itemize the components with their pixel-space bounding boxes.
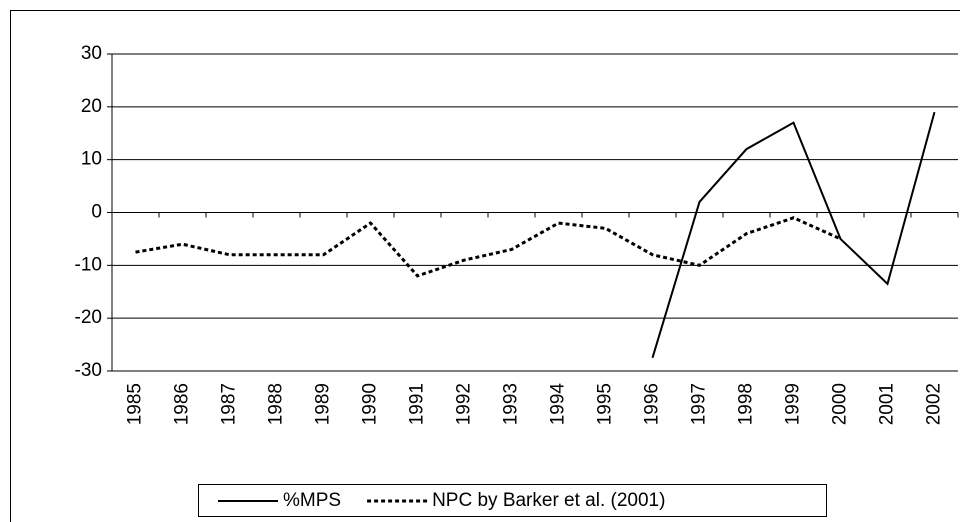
- y-tick-label: 0: [91, 202, 102, 223]
- x-tick-label: 1985: [125, 383, 146, 425]
- x-tick-label: 1996: [642, 383, 663, 425]
- x-tick-label: 1989: [313, 383, 334, 425]
- series-line: [135, 216, 842, 278]
- x-tick-label: 1992: [454, 383, 475, 425]
- y-tick-label: 10: [81, 149, 102, 170]
- x-tick-label: 1995: [595, 383, 616, 425]
- x-tick-label: 1987: [219, 383, 240, 425]
- x-tick-label: 1994: [548, 383, 569, 426]
- y-tick-label: 30: [81, 43, 102, 64]
- series-line: [651, 111, 936, 359]
- x-tick-label: 1997: [689, 383, 710, 425]
- legend-label: %MPS: [283, 490, 341, 511]
- x-tick-label: 2000: [830, 383, 851, 425]
- x-tick-label: 1988: [266, 383, 287, 425]
- x-tick-label: 1999: [783, 383, 804, 425]
- chart-border: [10, 10, 960, 522]
- legend-label: NPC by Barker et al. (2001): [432, 490, 665, 511]
- y-tick-label: 20: [81, 96, 102, 117]
- x-tick-label: 2001: [877, 383, 898, 425]
- x-tick-label: 1998: [736, 383, 757, 425]
- legend-box: [198, 484, 827, 517]
- x-tick-label: 1986: [172, 383, 193, 425]
- x-tick-label: 1993: [501, 383, 522, 425]
- y-tick-label: -20: [75, 307, 102, 328]
- x-tick-label: 1990: [360, 383, 381, 425]
- y-tick-label: -10: [75, 254, 102, 275]
- x-tick-label: 2002: [924, 383, 945, 425]
- x-tick-label: 1991: [407, 383, 428, 425]
- y-tick-label: -30: [75, 360, 102, 381]
